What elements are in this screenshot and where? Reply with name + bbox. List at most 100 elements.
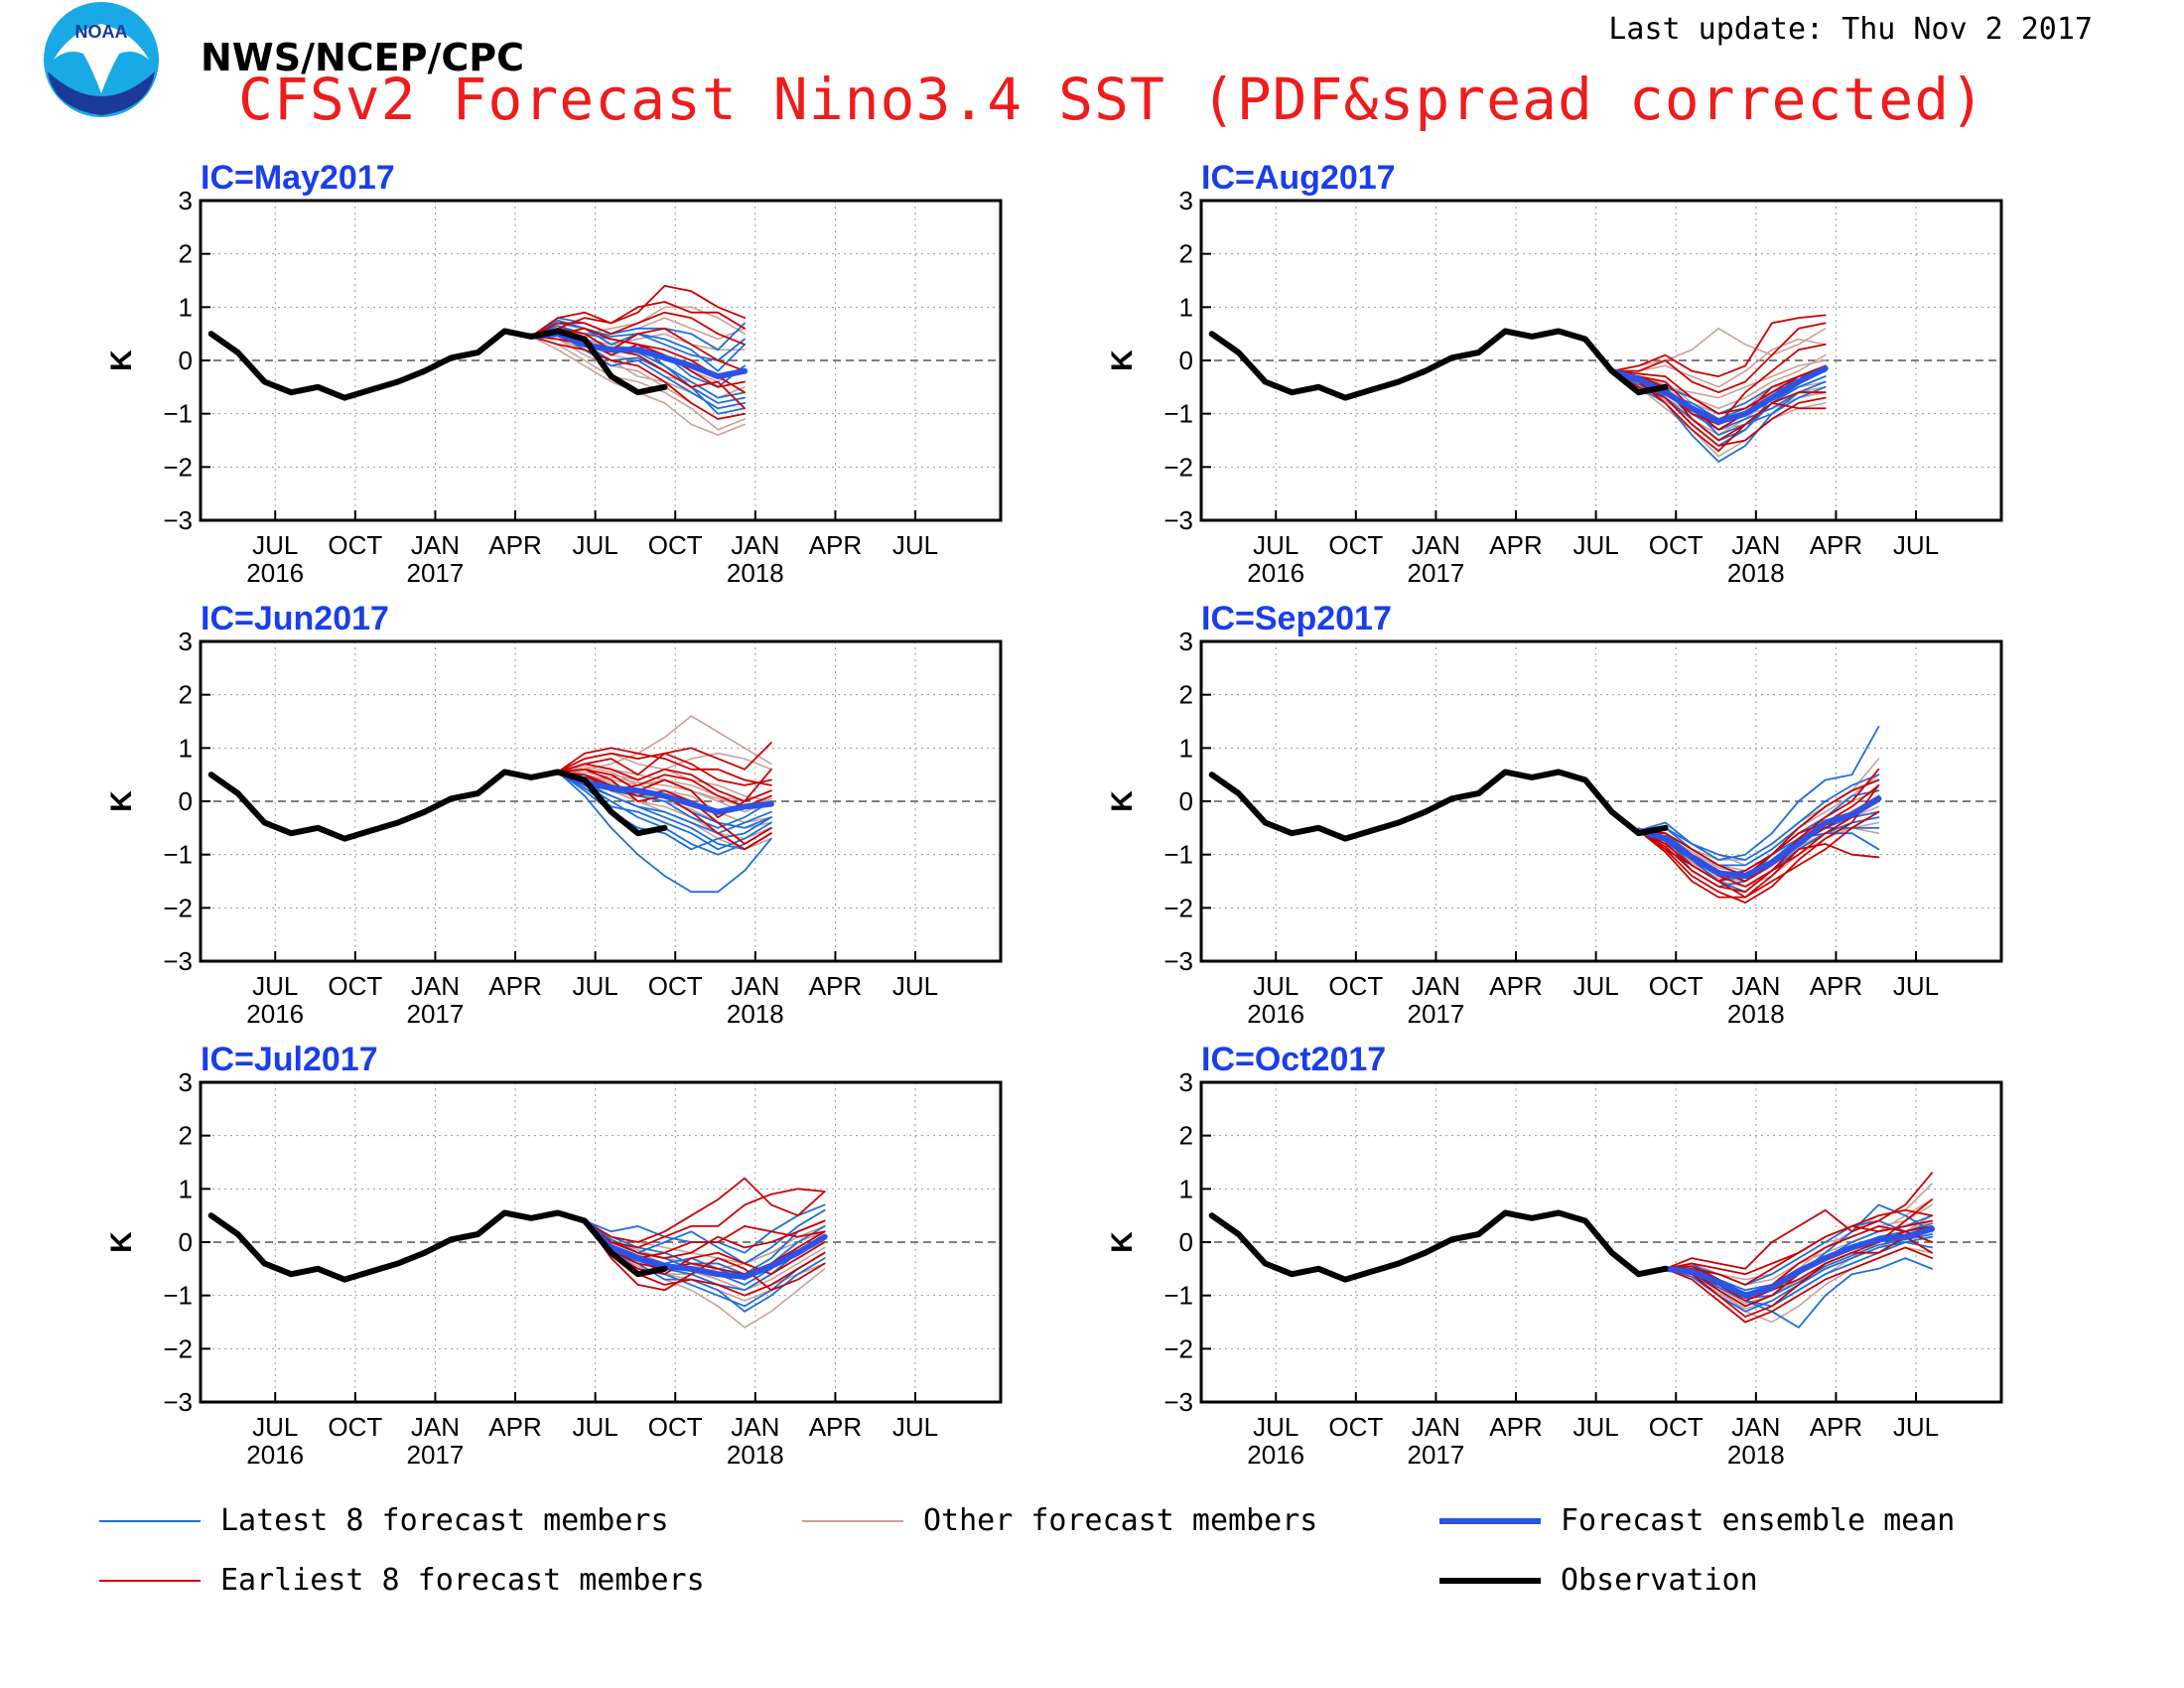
series-observation — [207, 328, 668, 401]
ic-label: IC=Jun2017 — [201, 600, 389, 637]
x-tick-month: APR — [1489, 971, 1542, 1001]
plot-area — [207, 1177, 828, 1329]
y-tick-label: 3 — [1179, 627, 1193, 656]
legend-latest-label: Latest 8 forecast members — [220, 1503, 669, 1538]
x-tick-year: 2016 — [246, 999, 304, 1029]
x-tick-year: 2017 — [407, 558, 465, 588]
legend-latest: Latest 8 forecast members — [99, 1503, 669, 1538]
series-latest-member — [584, 1219, 826, 1276]
x-tick-month: JUL — [1893, 971, 1939, 1001]
y-axis-label: K — [105, 790, 138, 812]
y-tick-label: 0 — [179, 786, 193, 816]
y-axis-label: K — [105, 1231, 138, 1253]
x-tick-month: APR — [488, 530, 541, 560]
series-ensemble-mean — [1662, 1225, 1936, 1299]
y-tick-label: 3 — [179, 1067, 193, 1097]
series-other-member — [1664, 1214, 1933, 1297]
x-tick-year: 2016 — [246, 558, 304, 588]
x-tick-month: JUL — [1573, 971, 1619, 1001]
series-earliest-member — [530, 335, 746, 420]
series-ensemble-mean — [555, 769, 774, 815]
x-tick-month: JAN — [731, 971, 779, 1001]
x-tick-year: 2016 — [1247, 558, 1304, 588]
series-earliest-member — [1664, 1198, 1933, 1318]
series-latest-member — [1637, 774, 1880, 861]
series-earliest-member — [1610, 322, 1827, 394]
x-tick-month: OCT — [1328, 1412, 1383, 1442]
legend-observation-label: Observation — [1561, 1563, 1758, 1598]
x-tick-year: 2018 — [1727, 558, 1785, 588]
ic-label: IC=Jul2017 — [201, 1041, 378, 1078]
x-tick-month: OCT — [1328, 971, 1383, 1001]
x-tick-year: 2018 — [1727, 1440, 1785, 1470]
x-tick-month: JAN — [731, 1412, 779, 1442]
series-earliest-member — [557, 763, 772, 802]
x-tick-month: OCT — [648, 971, 703, 1001]
legend-other: Other forecast members — [802, 1503, 1317, 1538]
x-tick-month: APR — [1810, 1412, 1862, 1442]
legend-observation: Observation — [1439, 1563, 1758, 1598]
plot-frame — [199, 1080, 1003, 1404]
x-tick-year: 2016 — [246, 1440, 304, 1470]
x-tick-month: JUL — [573, 971, 618, 1001]
x-tick-month: OCT — [648, 1412, 703, 1442]
x-tick-month: JUL — [892, 1412, 938, 1442]
plot-frame — [1199, 199, 2003, 522]
plot-area — [1208, 1172, 1936, 1329]
x-tick-year: 2017 — [1408, 999, 1465, 1029]
x-tick-month: APR — [1489, 1412, 1542, 1442]
plot-area — [207, 284, 749, 436]
legend-observation-swatch — [1439, 1577, 1541, 1584]
x-tick-month: JAN — [411, 530, 460, 560]
x-tick-year: 2018 — [727, 558, 784, 588]
y-tick-label: −1 — [1163, 1281, 1193, 1311]
y-tick-label: 1 — [179, 1174, 193, 1203]
series-earliest-member — [1637, 810, 1880, 899]
plot-frame — [199, 639, 1003, 963]
y-tick-label: 0 — [1179, 346, 1193, 375]
y-tick-label: 2 — [179, 680, 193, 710]
series-earliest-member — [1664, 1172, 1933, 1270]
x-tick-month: APR — [809, 971, 862, 1001]
x-tick-month: OCT — [328, 1412, 382, 1442]
x-tick-month: APR — [1489, 530, 1542, 560]
series-earliest-member — [1610, 369, 1827, 431]
series-earliest-member — [1610, 369, 1827, 442]
legend-earliest-swatch — [99, 1579, 201, 1582]
y-tick-label: 3 — [1179, 1067, 1193, 1097]
x-tick-month: JUL — [1573, 1412, 1619, 1442]
x-tick-month: OCT — [1328, 530, 1383, 560]
y-tick-label: −3 — [1163, 505, 1193, 535]
ic-label: IC=May2017 — [201, 159, 395, 197]
series-earliest-member — [530, 335, 746, 410]
plot-area — [1208, 726, 1882, 904]
x-tick-year: 2018 — [727, 1440, 784, 1470]
logo-text: NOAA — [75, 22, 128, 42]
series-ensemble-mean — [528, 331, 749, 380]
x-tick-month: JAN — [411, 971, 460, 1001]
x-tick-month: OCT — [328, 971, 382, 1001]
x-tick-month: JAN — [1412, 530, 1460, 560]
y-tick-label: −1 — [1163, 840, 1193, 870]
series-other-member — [1610, 369, 1827, 458]
x-tick-year: 2018 — [1727, 999, 1785, 1029]
series-latest-member — [557, 771, 772, 851]
x-tick-month: JUL — [1253, 971, 1298, 1001]
y-tick-label: 2 — [1179, 680, 1193, 710]
x-tick-month: JUL — [1573, 530, 1619, 560]
ic-label: IC=Sep2017 — [1201, 600, 1392, 637]
y-tick-label: 1 — [179, 292, 193, 322]
y-tick-label: −2 — [163, 452, 193, 482]
x-tick-month: JUL — [1253, 530, 1298, 560]
y-tick-label: −3 — [163, 946, 193, 976]
y-tick-label: 2 — [1179, 239, 1193, 269]
series-other-member — [1610, 327, 1827, 372]
series-earliest-member — [530, 327, 746, 372]
x-tick-month: JUL — [252, 1412, 298, 1442]
y-tick-label: −2 — [163, 1334, 193, 1363]
x-tick-month: JAN — [1412, 1412, 1460, 1442]
x-tick-year: 2016 — [1247, 1440, 1304, 1470]
